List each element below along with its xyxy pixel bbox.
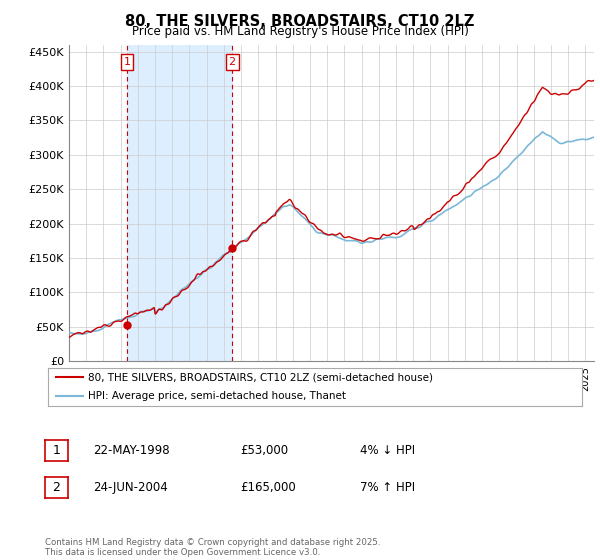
Text: Contains HM Land Registry data © Crown copyright and database right 2025.
This d: Contains HM Land Registry data © Crown c…	[45, 538, 380, 557]
Text: 2: 2	[229, 57, 236, 67]
Text: 80, THE SILVERS, BROADSTAIRS, CT10 2LZ (semi-detached house): 80, THE SILVERS, BROADSTAIRS, CT10 2LZ (…	[88, 372, 433, 382]
Text: HPI: Average price, semi-detached house, Thanet: HPI: Average price, semi-detached house,…	[88, 391, 346, 402]
Text: 80, THE SILVERS, BROADSTAIRS, CT10 2LZ: 80, THE SILVERS, BROADSTAIRS, CT10 2LZ	[125, 14, 475, 29]
Text: 1: 1	[52, 444, 61, 458]
Text: Price paid vs. HM Land Registry's House Price Index (HPI): Price paid vs. HM Land Registry's House …	[131, 25, 469, 38]
Text: 1: 1	[124, 57, 131, 67]
Text: 7% ↑ HPI: 7% ↑ HPI	[360, 480, 415, 494]
Text: £165,000: £165,000	[240, 480, 296, 494]
Text: 24-JUN-2004: 24-JUN-2004	[93, 480, 168, 494]
Text: £53,000: £53,000	[240, 444, 288, 458]
Text: 4% ↓ HPI: 4% ↓ HPI	[360, 444, 415, 458]
Bar	[127, 45, 232, 361]
Text: 2: 2	[52, 480, 61, 494]
Text: 22-MAY-1998: 22-MAY-1998	[93, 444, 170, 458]
